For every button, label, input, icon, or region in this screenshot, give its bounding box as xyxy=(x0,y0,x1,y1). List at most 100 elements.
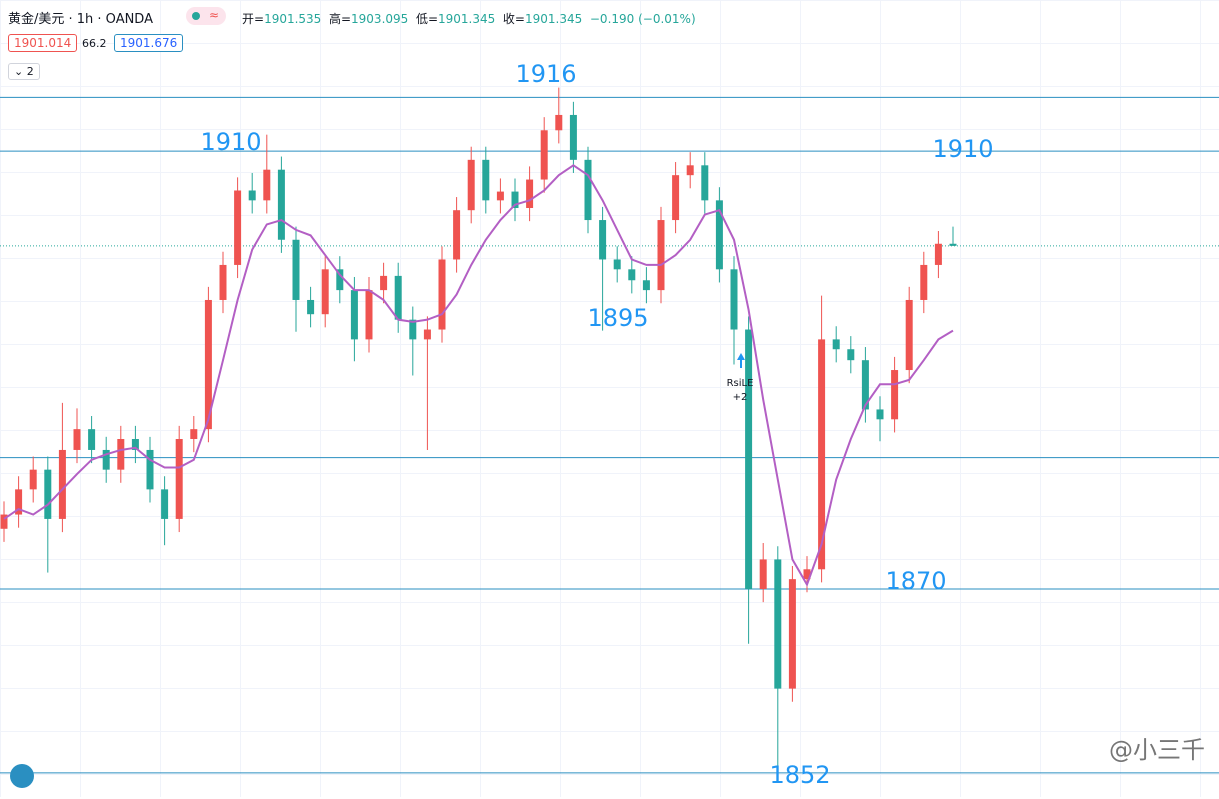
candle-body xyxy=(277,169,285,240)
indicator-value: 1901.014 xyxy=(8,34,78,52)
change: −0.190 (−0.01%) xyxy=(589,12,696,26)
level-annotation: 1870 xyxy=(885,567,946,595)
candle-body xyxy=(803,569,811,580)
candle-body xyxy=(58,449,66,519)
candle-body xyxy=(190,429,198,440)
candle-body xyxy=(0,514,8,529)
value: 1901.345 xyxy=(524,12,583,26)
level-annotation: 1910 xyxy=(932,135,993,163)
symbol-title[interactable]: 黄金/美元 · 1h · OANDA xyxy=(8,12,153,27)
value: 1901.535 xyxy=(264,12,322,26)
candle-body xyxy=(745,329,753,589)
candle-body xyxy=(321,269,329,315)
level-annotation: 1852 xyxy=(769,761,830,789)
candle-body xyxy=(204,299,212,430)
candle-body xyxy=(715,200,723,270)
candle-body xyxy=(380,275,388,291)
candle-body xyxy=(131,439,139,450)
indicator-value: 1901.676 xyxy=(114,34,184,52)
status-pill[interactable]: ≈ xyxy=(186,7,226,25)
candle-body xyxy=(949,243,957,246)
status-icon: ≈ xyxy=(209,8,220,22)
candle-body xyxy=(657,220,665,291)
logo[interactable] xyxy=(10,764,34,788)
candle-body xyxy=(496,191,504,201)
label: 低= xyxy=(415,12,438,26)
candle-body xyxy=(905,299,913,371)
candle-body xyxy=(44,469,52,519)
candle-body xyxy=(774,559,782,689)
candle-body xyxy=(686,165,694,176)
candle-body xyxy=(730,269,738,330)
candle-body xyxy=(569,114,577,160)
candle-body xyxy=(161,489,169,519)
candle-body xyxy=(861,360,869,410)
candle-body xyxy=(788,579,796,689)
indicator-value: 66.2 xyxy=(82,37,107,50)
candle-body xyxy=(832,339,840,350)
candle-body xyxy=(307,299,315,315)
candle-body xyxy=(263,169,271,201)
candle-body xyxy=(365,290,373,340)
candle-body xyxy=(482,159,490,201)
candle-body xyxy=(248,190,256,201)
candle-body xyxy=(15,489,23,515)
candle-body xyxy=(642,280,650,291)
candle-body xyxy=(847,349,855,361)
candle-body xyxy=(423,329,431,340)
candle-body xyxy=(438,259,446,330)
candle-body xyxy=(599,220,607,260)
candle-body xyxy=(818,339,826,570)
label: 收= xyxy=(502,12,525,26)
level-annotation: 1916 xyxy=(515,60,576,88)
candle-body xyxy=(409,319,417,340)
candle-body xyxy=(175,439,183,519)
candle-body xyxy=(511,191,519,209)
candle-body xyxy=(526,179,534,209)
collapse-count: 2 xyxy=(26,65,34,78)
candle-body xyxy=(891,370,899,420)
candle-body xyxy=(292,239,300,300)
moving-average xyxy=(3,164,954,587)
candle-body xyxy=(350,290,358,340)
ohlc: 开=1901.535 高=1903.095 低=1901.345 收=1901.… xyxy=(242,10,696,27)
candle-body xyxy=(336,269,344,291)
label: 开= xyxy=(242,12,265,26)
watermark: @小三千 xyxy=(1109,736,1205,764)
candle-body xyxy=(88,429,96,450)
signal-label: RsiLE xyxy=(727,378,754,389)
candle-body xyxy=(584,159,592,221)
candle-body xyxy=(672,175,680,221)
candle-body xyxy=(628,269,636,281)
status-dot xyxy=(192,12,200,20)
candle-body xyxy=(555,114,563,131)
candle-body xyxy=(29,469,37,490)
candle-body xyxy=(394,275,402,320)
candle-body xyxy=(540,130,548,180)
candle-body xyxy=(117,439,125,470)
value: 1903.095 xyxy=(351,12,409,26)
candle-body xyxy=(920,264,928,300)
signal-arrow xyxy=(737,353,745,368)
value: 1901.345 xyxy=(438,12,496,26)
candle-body xyxy=(219,264,227,300)
candle-body xyxy=(467,159,475,211)
level-annotation: 1895 xyxy=(587,304,648,332)
candle-body xyxy=(701,165,709,201)
candle-body xyxy=(102,449,110,470)
candle-body xyxy=(759,559,767,589)
collapse-button[interactable]: ⌄ 2 xyxy=(8,63,40,80)
candle-body xyxy=(234,190,242,265)
candle-body xyxy=(876,409,884,420)
level-annotation: 1910 xyxy=(200,128,261,156)
candle-body xyxy=(146,449,154,490)
candle-body xyxy=(613,259,621,270)
candle-body xyxy=(73,429,81,450)
signal-label: +2 xyxy=(733,392,748,403)
candle-body xyxy=(934,243,942,265)
candle-body xyxy=(453,210,461,260)
label: 高= xyxy=(328,12,352,26)
